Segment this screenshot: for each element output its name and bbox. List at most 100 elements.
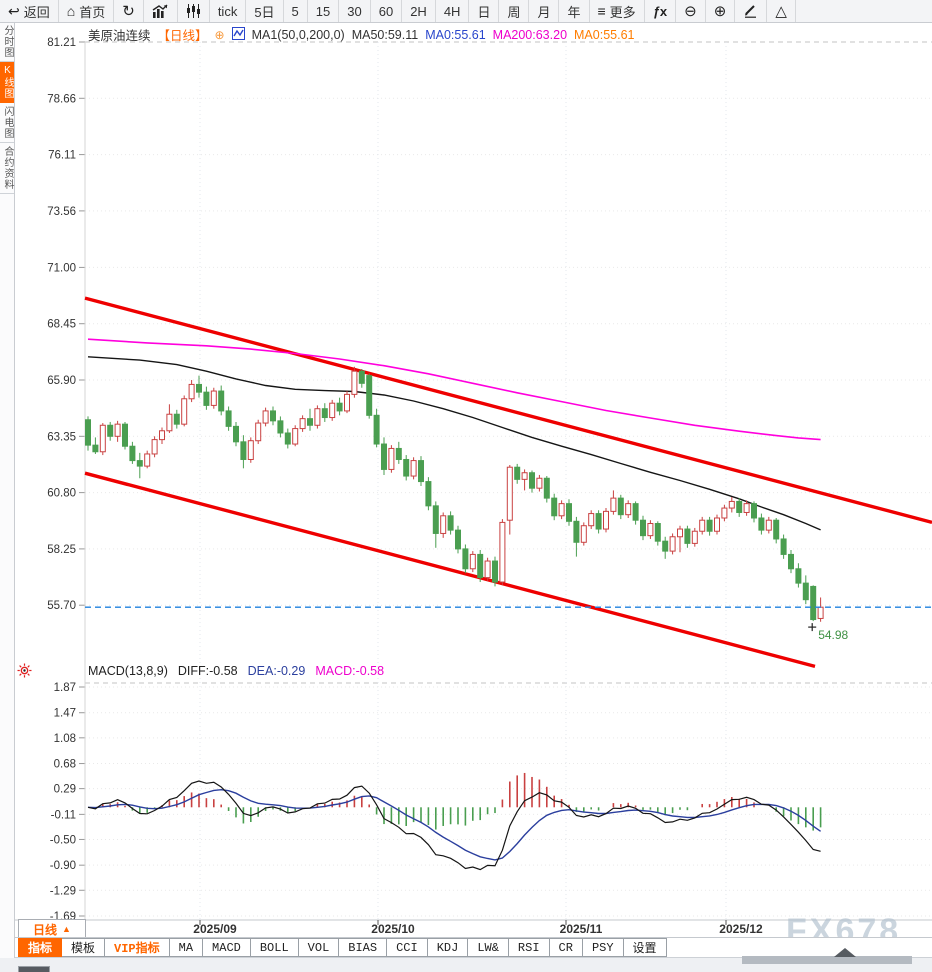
svg-text:60.80: 60.80 (47, 488, 76, 500)
svg-text:-0.50: -0.50 (50, 834, 76, 846)
tab-设置[interactable]: 设置 (623, 938, 667, 957)
toolbar-item-label: 15 (315, 3, 331, 19)
toolbar-item-zoom-in[interactable]: ⊕ (706, 0, 736, 22)
toolbar-item-m30[interactable]: 30 (339, 0, 371, 22)
toolbar-item-label: 首页 (79, 4, 106, 20)
chevron-up-icon: ▲ (62, 924, 71, 934)
menu-icon: ≡ (597, 2, 606, 19)
sidebar-item-分时图[interactable]: 分时图 (0, 22, 14, 62)
toolbar-item-tick[interactable]: tick (210, 0, 247, 22)
top-toolbar: ↩ 返回 ⌂ 首页 ↻ tick 5日 5 15 30 60 2H 4H 日周月年 ≡ 更多 ƒx ⊖ ⊕ △ (0, 0, 932, 23)
toolbar-item-shapes[interactable]: △ (767, 0, 796, 22)
toolbar-item-more[interactable]: ≡ 更多 (590, 0, 645, 22)
period-selector[interactable]: 日线 ▲ (18, 919, 86, 939)
toolbar-item-back[interactable]: ↩ 返回 (0, 0, 59, 22)
toolbar-item-h4[interactable]: 4H (436, 0, 470, 22)
tab-CCI[interactable]: CCI (387, 938, 428, 957)
svg-text:-0.90: -0.90 (50, 860, 76, 872)
candlestick-chart[interactable]: 81.21 78.66 76.11 73.56 71.00 68.45 65.90 63.35… (14, 22, 932, 937)
trend-chart-icon (152, 4, 169, 18)
bottom-strip (0, 957, 932, 972)
svg-text:71.00: 71.00 (47, 262, 76, 274)
zoom-out-icon: ⊖ (684, 2, 697, 20)
toolbar-item-label: 周 (507, 4, 521, 20)
svg-text:-0.11: -0.11 (51, 809, 76, 821)
toolbar-item-month[interactable]: 月 (529, 0, 560, 22)
svg-text:73.56: 73.56 (47, 206, 76, 218)
triangle-icon: △ (775, 2, 787, 20)
toolbar-item-m15[interactable]: 15 (308, 0, 340, 22)
sidebar-item-K线图[interactable]: K线图 (0, 62, 14, 103)
toolbar-item-kline[interactable] (178, 0, 210, 22)
toolbar-item-year[interactable]: 年 (559, 0, 590, 22)
toolbar-item-label: 更多 (609, 4, 636, 20)
svg-text:1.08: 1.08 (54, 733, 76, 745)
svg-text:1.87: 1.87 (54, 682, 76, 694)
toolbar-item-refresh[interactable]: ↻ (114, 0, 144, 22)
macd-diff-value: DIFF:-0.58 (177, 664, 238, 678)
svg-text:54.98: 54.98 (818, 628, 848, 642)
svg-text:2025/09: 2025/09 (193, 922, 237, 936)
tab-模板[interactable]: 模板 (62, 938, 106, 957)
toolbar-item-m60[interactable]: 60 (371, 0, 403, 22)
toolbar-item-h2[interactable]: 2H (402, 0, 436, 22)
toolbar-item-label: 日 (477, 4, 491, 20)
svg-text:2025/10: 2025/10 (371, 922, 415, 936)
zoom-in-icon: ⊕ (713, 2, 727, 20)
toolbar-item-label: 月 (537, 4, 551, 20)
tab-RSI[interactable]: RSI (508, 938, 550, 957)
tab-MACD[interactable]: MACD (203, 938, 251, 957)
pencil-icon (743, 4, 758, 18)
period-selector-label: 日线 (33, 922, 58, 937)
tab-BIAS[interactable]: BIAS (339, 938, 388, 957)
macd-params-label[interactable]: MACD(13,8,9) (88, 664, 168, 678)
toolbar-item-label: 返回 (23, 4, 50, 20)
toolbar-item-day[interactable]: 日 (469, 0, 500, 22)
svg-text:55.70: 55.70 (47, 600, 76, 612)
indicator-anchor-icon[interactable] (17, 663, 32, 683)
toolbar-item-label: 5 (291, 3, 299, 19)
horizontal-scrollbar[interactable] (742, 956, 912, 964)
svg-text:68.45: 68.45 (47, 319, 76, 331)
home-icon: ⌂ (66, 2, 76, 19)
toolbar-item-trend-chart[interactable] (144, 0, 178, 22)
tab-MA[interactable]: MA (169, 938, 204, 957)
svg-text:78.66: 78.66 (47, 93, 76, 105)
mini-chart-icon (231, 26, 245, 43)
macd-header: MACD(13,8,9) DIFF:-0.58 DEA:-0.29 MACD:-… (88, 664, 384, 678)
toolbar-item-label: 30 (347, 3, 362, 19)
toolbar-item-label: 4H (443, 3, 461, 19)
tab-CR[interactable]: CR (549, 938, 583, 957)
tab-KDJ[interactable]: KDJ (427, 938, 469, 957)
svg-text:81.21: 81.21 (47, 37, 76, 49)
sidebar-item-闪电图[interactable]: 闪电图 (0, 103, 14, 143)
fx-icon: ƒx (652, 3, 668, 19)
toolbar-item-zoom-out[interactable]: ⊖ (676, 0, 706, 22)
toolbar-item-m5[interactable]: 5 (284, 0, 308, 22)
toolbar-item-week[interactable]: 周 (499, 0, 530, 22)
ma-settings-label[interactable]: MA1(50,0,200,0) (251, 27, 345, 42)
toolbar-item-draw[interactable] (735, 0, 768, 22)
tab-VOL[interactable]: VOL (298, 938, 340, 957)
tab-BOLL[interactable]: BOLL (250, 938, 299, 957)
back-arrow-icon: ↩ (8, 2, 20, 19)
add-compare-icon[interactable]: ⊕ (214, 27, 225, 42)
tab-LW&[interactable]: LW& (468, 938, 509, 957)
svg-text:58.25: 58.25 (47, 544, 76, 556)
toolbar-item-label: 2H (410, 3, 427, 19)
chart-type-sidebar: 分时图 K线图 闪电图 合约资料 (0, 22, 15, 958)
macd-value: MACD:-0.58 (315, 664, 385, 678)
toolbar-item-label: 年 (567, 4, 581, 20)
ma200-value: MA200:63.20 (492, 27, 568, 42)
toolbar-item-5d[interactable]: 5日 (246, 0, 284, 22)
svg-text:0.29: 0.29 (54, 784, 76, 796)
expand-panel-arrow[interactable] (834, 948, 856, 957)
svg-text:2025/11: 2025/11 (560, 922, 603, 936)
tab-PSY[interactable]: PSY (582, 938, 624, 957)
toolbar-item-indicator-fx[interactable]: ƒx (645, 0, 677, 22)
tab-指标[interactable]: 指标 (18, 938, 63, 957)
tab-VIP指标[interactable]: VIP指标 (105, 938, 170, 957)
toolbar-item-home[interactable]: ⌂ 首页 (59, 0, 115, 22)
toolbar-item-label: 60 (378, 3, 394, 19)
sidebar-item-合约资料[interactable]: 合约资料 (0, 143, 14, 194)
